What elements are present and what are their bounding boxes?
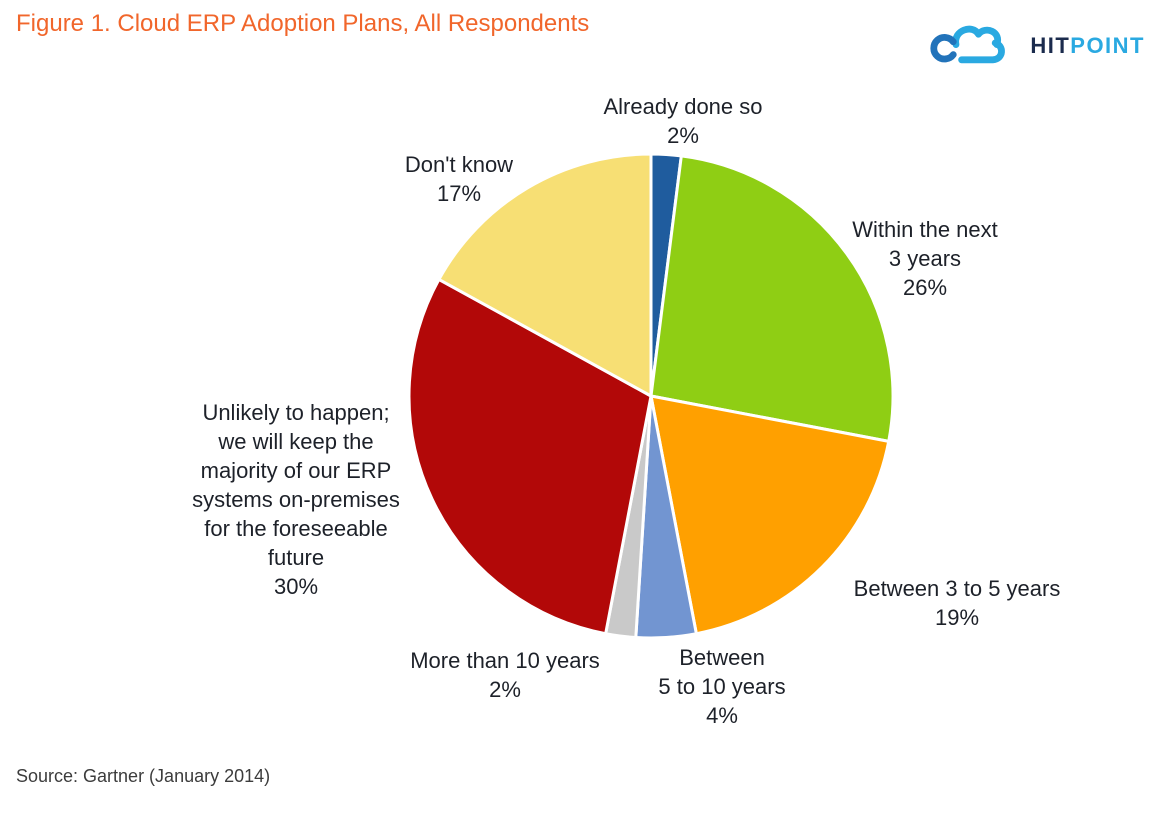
label-dont-know: Don't know 17% — [404, 152, 514, 206]
label-within-3-years: Within the next 3 years 26% — [852, 217, 998, 300]
label-between-3-5: Between 3 to 5 years 19% — [853, 576, 1061, 630]
logo-hit-text: HIT — [1030, 32, 1071, 58]
cloud-logo-icon — [928, 14, 1024, 77]
pie-slice-3 — [649, 394, 891, 636]
pie-chart — [401, 146, 901, 646]
hitpoint-logo: HITPOINT — [928, 14, 1145, 77]
logo-wordmark: HITPOINT — [1030, 33, 1145, 59]
pie-slice-6 — [407, 277, 653, 636]
source-note: Source: Gartner (January 2014) — [16, 766, 271, 786]
pie-slice-2 — [649, 154, 895, 443]
label-between-5-10: Between 5 to 10 years 4% — [658, 645, 786, 728]
label-already-done: Already done so 2% — [603, 94, 763, 148]
label-unlikely: Unlikely to happen; we will keep the maj… — [192, 400, 400, 599]
label-more-than-10: More than 10 years 2% — [410, 648, 600, 702]
logo-point-text: POINT — [1070, 32, 1145, 58]
pie-slice-7 — [437, 152, 653, 398]
figure-title: Figure 1. Cloud ERP Adoption Plans, All … — [16, 10, 590, 37]
